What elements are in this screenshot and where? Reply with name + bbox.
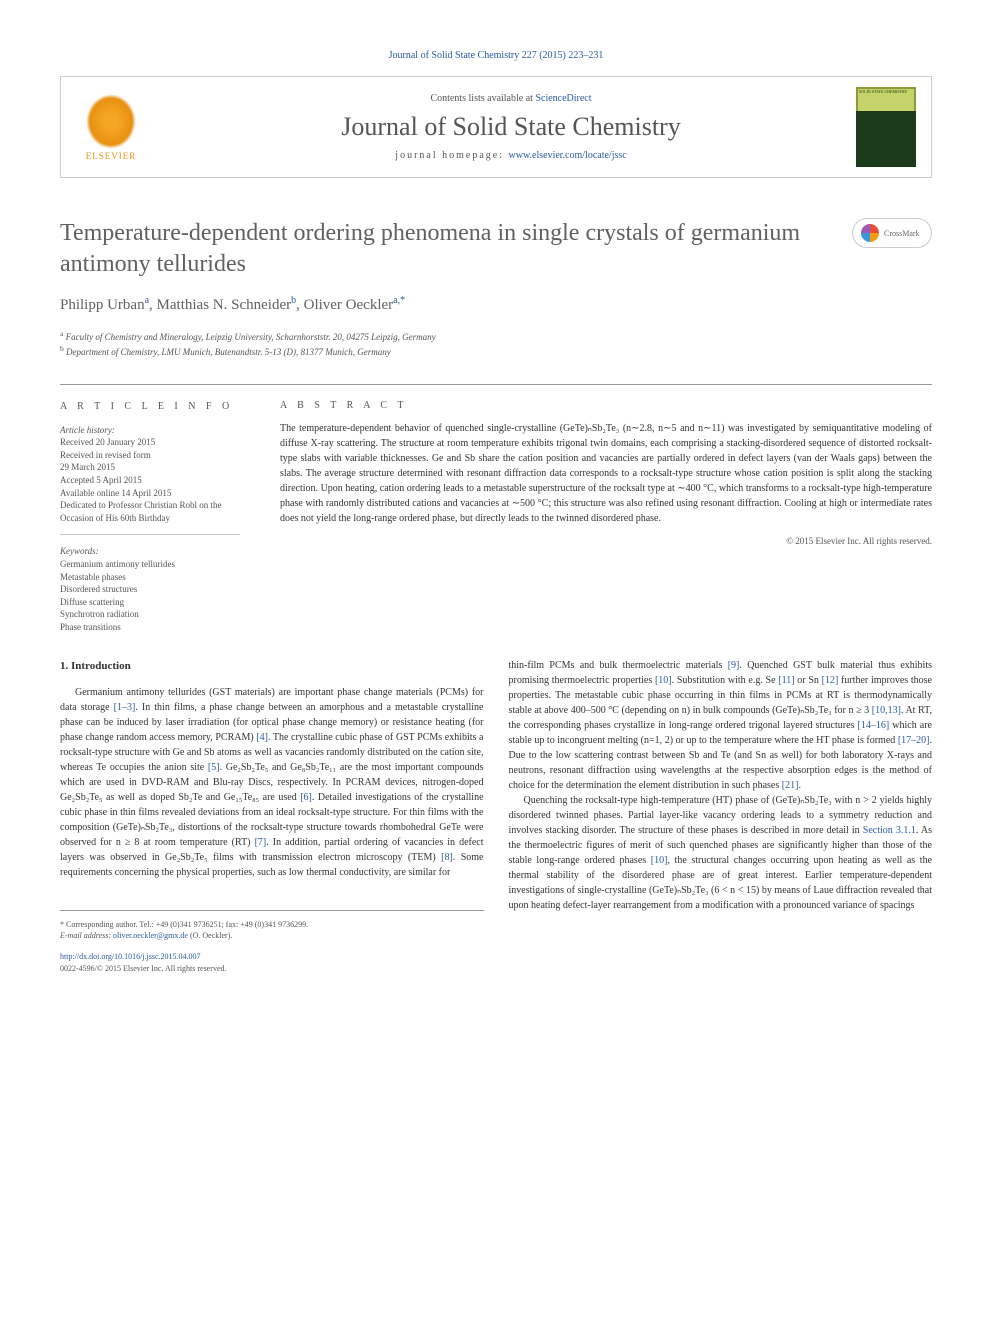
ref-12[interactable]: [12] [822,675,839,686]
homepage-link[interactable]: www.elsevier.com/locate/jssc [509,150,627,161]
keyword-4: Diffuse scattering [60,596,240,609]
author-3: Oliver Oeckler [304,297,394,313]
intro-paragraph-1-cont: thin-film PCMs and bulk thermoelectric m… [509,658,933,793]
cover-label: SOLID STATE CHEMISTRY [859,90,907,94]
corresponding-star[interactable]: * [400,295,405,306]
ref-11[interactable]: [11] [778,675,794,686]
keyword-2: Metastable phases [60,571,240,584]
ref-17-20[interactable]: [17–20] [898,735,930,746]
ref-8[interactable]: [8] [441,852,453,863]
article-info-heading: A R T I C L E I N F O [60,400,240,414]
dedication-2: Occasion of His 60th Birthday [60,512,240,525]
author-1-aff[interactable]: a [145,295,149,306]
abstract-block: A B S T R A C T The temperature-dependen… [260,400,932,634]
keyword-5: Synchrotron radiation [60,608,240,621]
body-columns: 1. Introduction Germanium antimony tellu… [60,658,932,975]
email-line: E-mail address: oliver.oeckler@gmx.de (O… [60,930,484,941]
ref-10-13[interactable]: [10,13] [872,705,901,716]
keyword-3: Disordered structures [60,583,240,596]
homepage-line: journal homepage: www.elsevier.com/locat… [166,150,856,161]
author-2: Matthias N. Schneider [157,297,292,313]
page-container: Journal of Solid State Chemistry 227 (20… [0,0,992,1025]
homepage-prefix: journal homepage: [395,150,508,161]
ref-6[interactable]: [6] [300,792,312,803]
citation-header: Journal of Solid State Chemistry 227 (20… [60,50,932,61]
article-history: Article history: Received 20 January 201… [60,424,240,536]
article-title: Temperature-dependent ordering phenomena… [60,218,832,280]
intro-paragraph-2: Quenching the rocksalt-type high-tempera… [509,793,933,913]
keywords-block: Keywords: Germanium antimony tellurides … [60,545,240,633]
banner-center: Contents lists available at ScienceDirec… [166,93,856,161]
intro-paragraph-1: Germanium antimony tellurides (GST mater… [60,685,484,880]
elsevier-tree-icon [86,94,136,149]
article-info-sidebar: A R T I C L E I N F O Article history: R… [60,400,260,634]
online-date: Available online 14 April 2015 [60,487,240,500]
journal-name: Journal of Solid State Chemistry [166,112,856,142]
email-label: E-mail address: [60,931,113,940]
crossmark-button[interactable]: CrossMark [852,218,932,248]
corresponding-author: * Corresponding author. Tel.: +49 (0)341… [60,919,484,930]
ref-14-16[interactable]: [14–16] [858,720,890,731]
received-date: Received 20 January 2015 [60,436,240,449]
affiliation-b: b Department of Chemistry, LMU Munich, B… [60,344,932,359]
section-3-1-1-link[interactable]: Section 3.1.1 [863,825,916,836]
ref-1-3[interactable]: [1–3] [114,702,136,713]
title-row: Temperature-dependent ordering phenomena… [60,218,932,280]
ref-4[interactable]: [4] [256,732,268,743]
elsevier-logo[interactable]: ELSEVIER [76,87,146,167]
revised-line1: Received in revised form [60,449,240,462]
ref-21[interactable]: [21] [782,780,799,791]
accepted-date: Accepted 5 April 2015 [60,474,240,487]
crossmark-label: CrossMark [884,229,920,238]
authors-line: Philipp Urbana, Matthias N. Schneiderb, … [60,295,932,314]
keyword-6: Phase transitions [60,621,240,634]
info-abstract-row: A R T I C L E I N F O Article history: R… [60,384,932,634]
ref-10[interactable]: [10] [655,675,672,686]
journal-banner: ELSEVIER Contents lists available at Sci… [60,76,932,178]
contents-prefix: Contents lists available at [430,93,535,104]
crossmark-icon [861,224,879,242]
email-suffix: (O. Oeckler). [188,931,232,940]
affiliation-a: a Faculty of Chemistry and Mineralogy, L… [60,329,932,344]
doi-link[interactable]: http://dx.doi.org/10.1016/j.jssc.2015.04… [60,952,201,961]
abstract-text: The temperature-dependent behavior of qu… [280,421,932,526]
ref-10b[interactable]: [10] [651,855,668,866]
affiliations: a Faculty of Chemistry and Mineralogy, L… [60,329,932,358]
author-1: Philipp Urban [60,297,145,313]
keyword-1: Germanium antimony tellurides [60,558,240,571]
section-1-heading: 1. Introduction [60,658,484,675]
author-2-aff[interactable]: b [291,295,296,306]
footnote-block: * Corresponding author. Tel.: +49 (0)341… [60,910,484,941]
column-left: 1. Introduction Germanium antimony tellu… [60,658,484,975]
sciencedirect-link[interactable]: ScienceDirect [535,93,591,104]
issn-copyright: 0022-4596/© 2015 Elsevier Inc. All right… [60,963,484,975]
keywords-label: Keywords: [60,545,240,558]
column-right: thin-film PCMs and bulk thermoelectric m… [509,658,933,975]
ref-5[interactable]: [5] [208,762,220,773]
email-link[interactable]: oliver.oeckler@gmx.de [113,931,188,940]
elsevier-label: ELSEVIER [86,151,137,161]
ref-9[interactable]: [9] [728,660,740,671]
contents-line: Contents lists available at ScienceDirec… [166,93,856,104]
journal-cover-thumb[interactable]: SOLID STATE CHEMISTRY [856,87,916,167]
dedication-1: Dedicated to Professor Christian Robl on… [60,499,240,512]
citation-link[interactable]: Journal of Solid State Chemistry 227 (20… [389,50,604,61]
history-label: Article history: [60,424,240,437]
revised-line2: 29 March 2015 [60,461,240,474]
doi-block: http://dx.doi.org/10.1016/j.jssc.2015.04… [60,951,484,963]
abstract-copyright: © 2015 Elsevier Inc. All rights reserved… [280,536,932,546]
ref-7[interactable]: [7] [255,837,267,848]
abstract-heading: A B S T R A C T [280,400,932,411]
